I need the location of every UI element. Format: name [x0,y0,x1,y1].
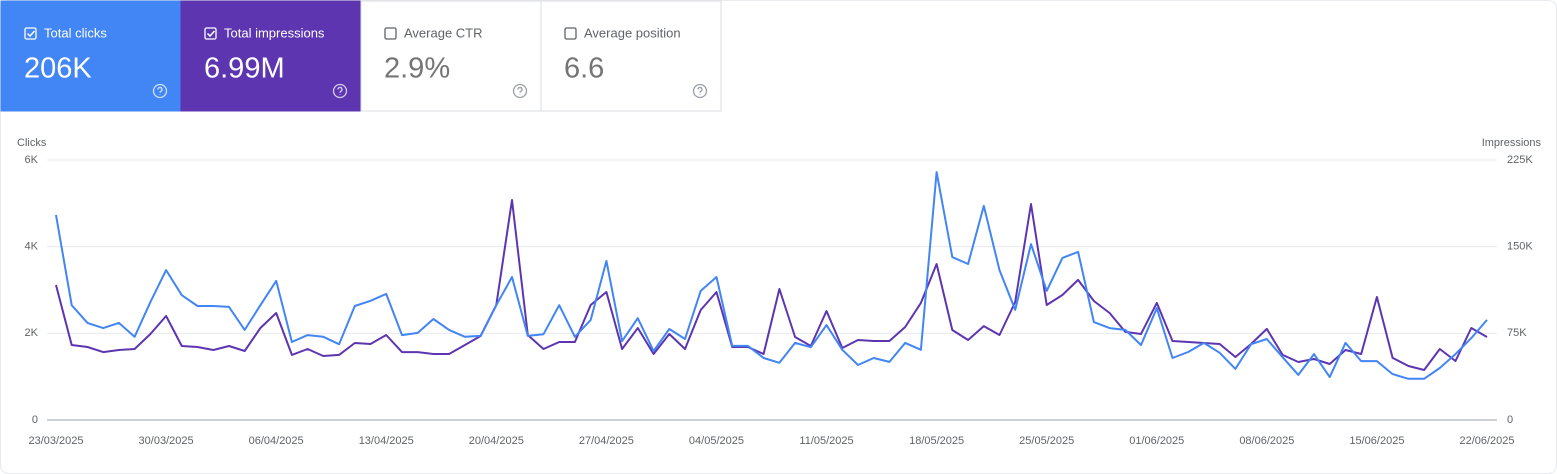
card-background [180,0,362,112]
card-background [360,0,542,112]
card-label: Average CTR [404,25,483,40]
card-background [540,0,722,112]
y2-axis-title: Impressions [1482,137,1542,149]
x-tick-label: 18/05/2025 [909,435,964,447]
metric-card[interactable]: Total impressions 6.99M [180,0,362,112]
help-icon-mark [157,86,163,95]
help-icon[interactable] [152,83,168,99]
x-tick-label: 23/03/2025 [28,435,83,447]
series-line [55,199,1488,371]
card-label: Total impressions [224,25,325,40]
card-value: 206K [24,53,92,85]
card-label: Average position [584,25,681,40]
y-tick-label: 0 [32,414,38,426]
checkmark [26,30,36,38]
help-icon[interactable] [332,83,348,99]
help-icon[interactable] [512,83,528,99]
x-tick-label: 25/05/2025 [1019,435,1074,447]
checkbox[interactable] [384,27,397,40]
card-value: 6.99M [204,53,285,85]
x-tick-label: 22/06/2025 [1459,435,1514,447]
checkbox[interactable] [204,27,217,40]
y-axis-title: Clicks [17,137,47,149]
y-tick-label: 2K [25,327,39,339]
y2-tick-label: 0 [1507,414,1513,426]
y2-tick-label: 225K [1507,154,1533,166]
x-tick-label: 13/04/2025 [359,435,414,447]
x-tick-label: 30/03/2025 [139,435,194,447]
help-icon-mark [337,86,343,95]
x-tick-label: 27/04/2025 [579,435,634,447]
series-line [55,171,1488,380]
card-background [0,0,182,112]
y-tick-label: 4K [25,241,39,253]
card-value: 6.6 [564,53,604,85]
x-tick-label: 20/04/2025 [469,435,524,447]
x-tick-label: 04/05/2025 [689,435,744,447]
x-tick-label: 01/06/2025 [1129,435,1184,447]
x-tick-label: 11/05/2025 [799,435,853,447]
card-label: Total clicks [44,25,107,40]
help-icon[interactable] [692,83,708,99]
help-icon-mark [517,86,523,95]
metric-card[interactable]: Average position 6.6 [540,0,722,112]
checkbox[interactable] [564,27,577,40]
help-icon-mark [697,86,703,95]
x-tick-label: 15/06/2025 [1349,435,1404,447]
metric-card[interactable]: Average CTR 2.9% [360,0,542,112]
metric-card[interactable]: Total clicks 206K [0,0,182,112]
y-tick-label: 6K [25,154,39,166]
checkbox[interactable] [24,27,37,40]
y2-tick-label: 150K [1507,241,1533,253]
x-tick-label: 08/06/2025 [1239,435,1294,447]
checkmark [206,30,216,38]
x-tick-label: 06/04/2025 [249,435,304,447]
y2-tick-label: 75K [1507,327,1527,339]
card-value: 2.9% [384,53,450,85]
